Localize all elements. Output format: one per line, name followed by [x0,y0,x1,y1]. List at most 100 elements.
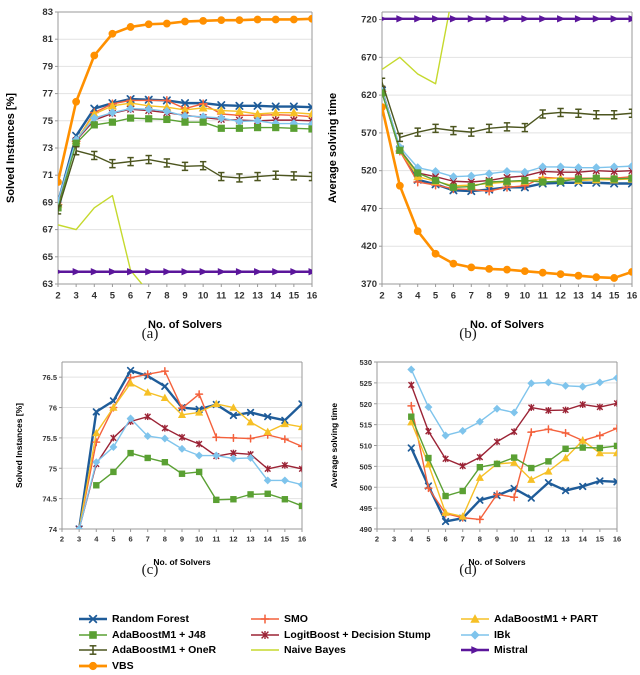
svg-text:16: 16 [613,535,621,544]
svg-text:530: 530 [359,358,372,367]
svg-text:75: 75 [42,116,53,127]
svg-text:83: 83 [42,7,53,18]
legend-label: SMO [284,613,308,625]
svg-text:16: 16 [298,535,306,544]
series-ibk [75,414,302,529]
svg-text:9: 9 [495,535,499,544]
svg-text:67: 67 [42,225,53,236]
legend-item-adaboostm1-part: AdaBoostM1 + PART [460,612,598,626]
svg-text:76.5: 76.5 [42,373,57,382]
svg-text:8: 8 [486,291,491,302]
svg-text:520: 520 [361,166,377,177]
series-layer [382,12,632,282]
legend-marker-square-icon [79,630,107,639]
legend-item-smo: SMO [250,612,308,626]
series-adaboostm1-j48 [93,449,302,510]
svg-text:15: 15 [281,535,289,544]
svg-text:14: 14 [579,535,588,544]
x-axis-title: No. of Solvers [153,557,210,567]
svg-text:12: 12 [229,535,237,544]
svg-text:11: 11 [527,535,535,544]
svg-text:3: 3 [77,535,81,544]
legend-label: Mistral [494,644,528,656]
svg-text:10: 10 [510,535,518,544]
caption-a: (a) [141,326,159,342]
legend-marker-ibeam-icon [79,645,107,655]
series-logitboost-decision-stump [407,381,617,470]
svg-text:620: 620 [361,90,377,101]
svg-text:4: 4 [415,291,421,302]
series-random-forest [75,366,302,529]
svg-text:8: 8 [163,535,167,544]
series-mistral [58,268,312,276]
legend-marker-none-icon [251,649,279,651]
svg-text:76: 76 [49,404,57,413]
svg-text:14: 14 [591,291,602,302]
series-ibk [407,365,617,440]
series-adaboostm1-oner [58,145,312,215]
x-axis-title: No. of Solvers [470,319,544,331]
svg-text:11: 11 [538,291,549,302]
legend-item-mistral: Mistral [460,643,528,657]
series-layer [407,365,617,526]
svg-text:14: 14 [264,535,273,544]
legend-marker-plus-icon [251,614,279,624]
svg-text:520: 520 [359,400,372,409]
y-axis-ticks: 370 420 470 520 570 620 670 720 [361,15,382,290]
svg-text:5: 5 [111,535,115,544]
series-mistral [382,15,632,23]
legend-item-random-forest: Random Forest [78,612,189,626]
svg-text:720: 720 [361,15,377,26]
series-naive-bayes [382,12,450,85]
legend-label: AdaBoostM1 + J48 [112,628,206,641]
series-vbs [382,103,632,282]
series-adaboostm1-part [76,379,302,529]
svg-text:5: 5 [433,291,439,302]
chart-svg-c: 74 74.5 75 75.5 76 76.5 2 3 4 5 6 7 8 9 10 11 12 13 14 15 16… [14,361,306,567]
svg-text:15: 15 [596,535,604,544]
caption-c: (c) [141,562,159,578]
svg-text:75.5: 75.5 [42,434,57,443]
series-adaboostm1-oner [382,77,632,143]
svg-text:63: 63 [42,279,53,290]
svg-text:73: 73 [42,143,53,154]
x-axis-ticks: 2 3 4 5 6 7 8 9 10 11 12 13 14 15 16 [60,529,306,544]
legend-marker-triangle-icon [461,614,489,623]
y-axis-title: Average solving time [329,403,339,488]
svg-text:10: 10 [198,291,209,302]
legend-label: Random Forest [112,613,190,625]
svg-text:6: 6 [128,535,132,544]
series-naive-bayes [58,194,143,284]
svg-text:74.5: 74.5 [42,495,57,504]
svg-text:470: 470 [361,203,377,214]
svg-text:495: 495 [359,504,372,513]
svg-text:5: 5 [110,291,116,302]
svg-text:370: 370 [361,279,377,290]
legend-label: LogitBoost + Decision Stump [284,628,431,641]
y-axis-ticks: 74 74.5 75 75.5 76 76.5 [42,373,62,534]
legend-label: AdaBoostM1 + OneR [112,644,217,656]
svg-text:9: 9 [504,291,509,302]
svg-text:12: 12 [234,291,245,302]
legend: Random Forest SMO AdaBoostM1 + PART AdaBoos… [78,612,638,674]
axes [381,11,633,285]
svg-text:11: 11 [216,291,227,302]
svg-text:15: 15 [289,291,300,302]
series-adaboostm1-j48 [58,114,312,212]
series-adaboostm1-j48 [408,413,617,500]
chart-svg-b: 370 420 470 520 570 620 670 720 2 3 4 5 6 7 8 9 10 11 12 13… [327,11,637,331]
svg-text:79: 79 [42,61,53,72]
svg-text:4: 4 [94,535,99,544]
svg-text:3: 3 [73,291,78,302]
svg-text:5: 5 [426,535,430,544]
legend-item-adaboostm1-j48: AdaBoostM1 + J48 [78,628,206,642]
svg-text:12: 12 [555,291,566,302]
x-axis-ticks: 2 3 4 5 6 7 8 9 10 11 12 13 14 15 16 [379,284,637,302]
x-axis-title: No. of Solvers [148,319,222,331]
legend-item-adaboostm1-oner: AdaBoostM1 + OneR [78,643,216,657]
svg-text:2: 2 [60,535,64,544]
chart-panel-a: 63 65 67 69 71 73 75 77 79 81 83 2 3 4 5 6 7 8 9 10 11 12 13 14… [0,0,320,331]
chart-panel-d: 490 495 500 505 510 515 520 525 530 2 3 4 5 6 7 8 9 10 11 1… [325,352,625,567]
x-axis-ticks: 2 3 4 5 6 7 8 9 10 11 12 13 14 15 16 [375,529,621,544]
